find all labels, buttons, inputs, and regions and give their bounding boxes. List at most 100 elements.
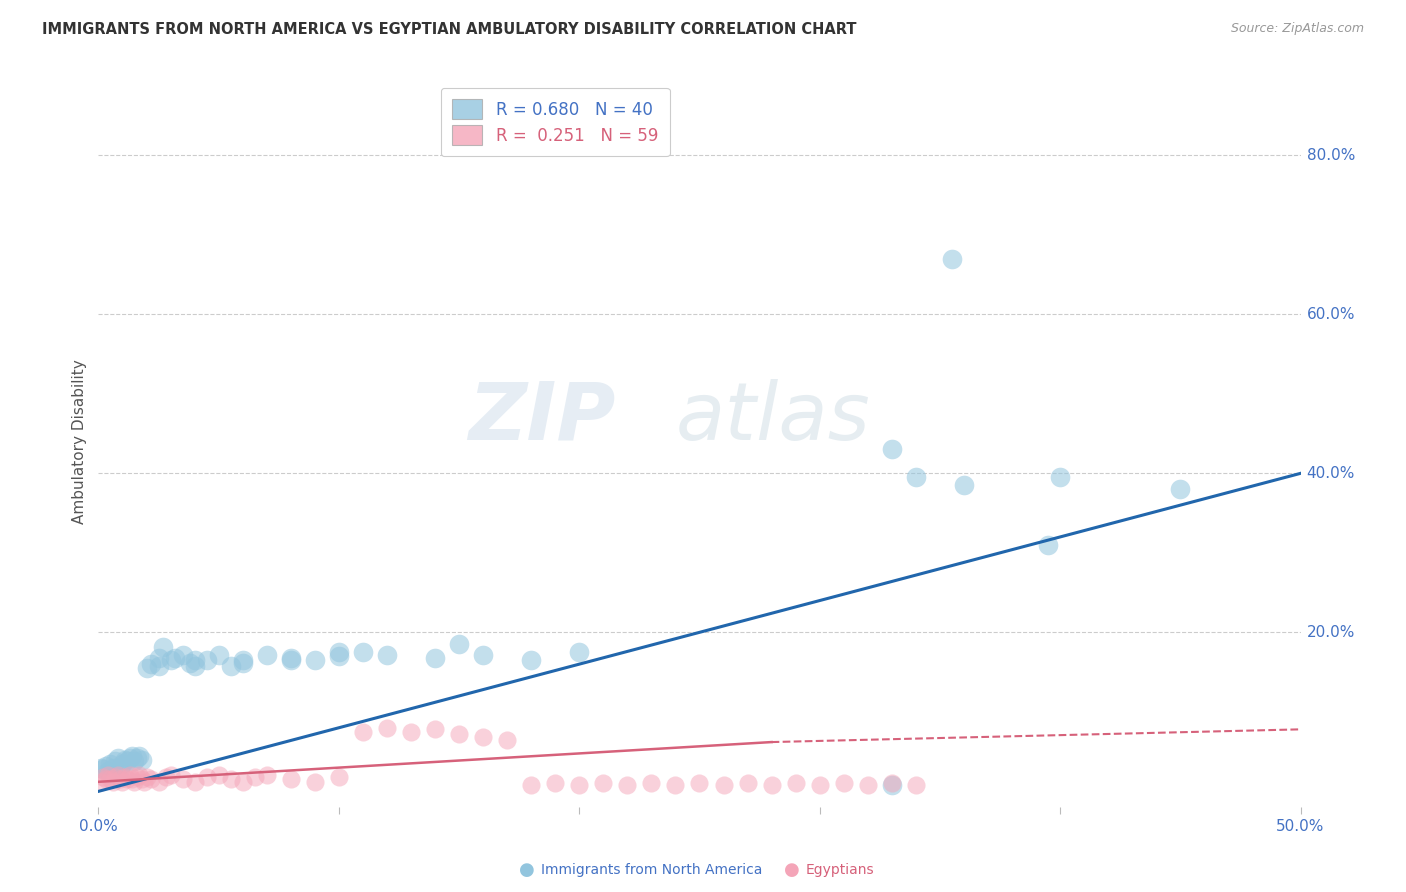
Text: 80.0%: 80.0% xyxy=(1306,148,1355,163)
Point xyxy=(1036,538,1059,552)
Point xyxy=(616,778,638,792)
Point xyxy=(243,770,266,784)
Point xyxy=(195,770,218,784)
Point xyxy=(155,770,177,784)
Point xyxy=(118,751,141,765)
Point xyxy=(328,770,350,784)
Point xyxy=(91,770,114,784)
Point xyxy=(114,753,136,767)
Point xyxy=(117,772,139,787)
Point xyxy=(132,774,155,789)
Point xyxy=(121,748,143,763)
Point xyxy=(159,653,181,667)
Point xyxy=(568,645,591,659)
Point xyxy=(232,653,254,667)
Point xyxy=(121,772,143,786)
Point xyxy=(183,653,205,667)
Point xyxy=(117,754,139,768)
Text: Source: ZipAtlas.com: Source: ZipAtlas.com xyxy=(1230,22,1364,36)
Text: 40.0%: 40.0% xyxy=(1306,466,1355,481)
Point xyxy=(352,645,374,659)
Point xyxy=(688,776,710,790)
Text: ●: ● xyxy=(783,861,800,879)
Point xyxy=(97,768,120,782)
Point xyxy=(111,756,134,771)
Point xyxy=(148,774,170,789)
Y-axis label: Ambulatory Disability: Ambulatory Disability xyxy=(72,359,87,524)
Point xyxy=(423,650,446,665)
Point xyxy=(118,768,141,782)
Point xyxy=(108,772,131,787)
Point xyxy=(101,774,124,789)
Point xyxy=(544,776,567,790)
Point xyxy=(111,774,134,789)
Point xyxy=(124,754,146,768)
Point xyxy=(114,770,136,784)
Point xyxy=(568,778,591,792)
Point xyxy=(713,778,735,792)
Point xyxy=(165,650,187,665)
Point xyxy=(280,653,302,667)
Point xyxy=(832,776,855,790)
Point xyxy=(125,770,148,784)
Point xyxy=(904,470,927,484)
Point xyxy=(352,724,374,739)
Point xyxy=(496,732,519,747)
Text: atlas: atlas xyxy=(675,379,870,457)
Point xyxy=(148,658,170,673)
Point xyxy=(664,778,686,792)
Point xyxy=(131,772,153,787)
Point xyxy=(280,650,302,665)
Point xyxy=(375,721,398,735)
Point xyxy=(104,770,127,784)
Point xyxy=(520,653,543,667)
Point xyxy=(108,762,131,776)
Point xyxy=(880,442,903,457)
Point xyxy=(904,778,927,792)
Point xyxy=(97,764,120,779)
Point xyxy=(141,772,163,787)
Point xyxy=(135,661,157,675)
Point xyxy=(941,252,963,266)
Point xyxy=(232,774,254,789)
Point xyxy=(232,656,254,670)
Point xyxy=(447,727,470,741)
Point xyxy=(304,653,326,667)
Point xyxy=(159,768,181,782)
Point xyxy=(447,637,470,651)
Point xyxy=(208,648,231,662)
Point xyxy=(152,640,174,654)
Point xyxy=(328,645,350,659)
Point xyxy=(195,653,218,667)
Point xyxy=(520,778,543,792)
Point xyxy=(761,778,783,792)
Point xyxy=(90,760,112,774)
Point xyxy=(94,759,117,773)
Point xyxy=(208,768,231,782)
Point xyxy=(104,754,127,768)
Point xyxy=(423,723,446,737)
Point xyxy=(280,772,302,787)
Point xyxy=(148,650,170,665)
Point xyxy=(183,774,205,789)
Point xyxy=(1049,470,1071,484)
Point xyxy=(128,748,150,763)
Legend: R = 0.680   N = 40, R =  0.251   N = 59: R = 0.680 N = 40, R = 0.251 N = 59 xyxy=(440,87,669,156)
Text: ZIP: ZIP xyxy=(468,379,616,457)
Point xyxy=(141,657,163,672)
Point xyxy=(592,776,614,790)
Text: ●: ● xyxy=(519,861,536,879)
Point xyxy=(183,658,205,673)
Point xyxy=(100,772,122,786)
Point xyxy=(125,751,148,765)
Text: 60.0%: 60.0% xyxy=(1306,307,1355,322)
Point xyxy=(107,768,129,782)
Point xyxy=(304,774,326,789)
Point xyxy=(328,649,350,664)
Point xyxy=(640,776,662,790)
Point xyxy=(256,768,278,782)
Point xyxy=(172,648,194,662)
Point xyxy=(856,778,879,792)
Point xyxy=(179,656,201,670)
Point xyxy=(91,762,114,776)
